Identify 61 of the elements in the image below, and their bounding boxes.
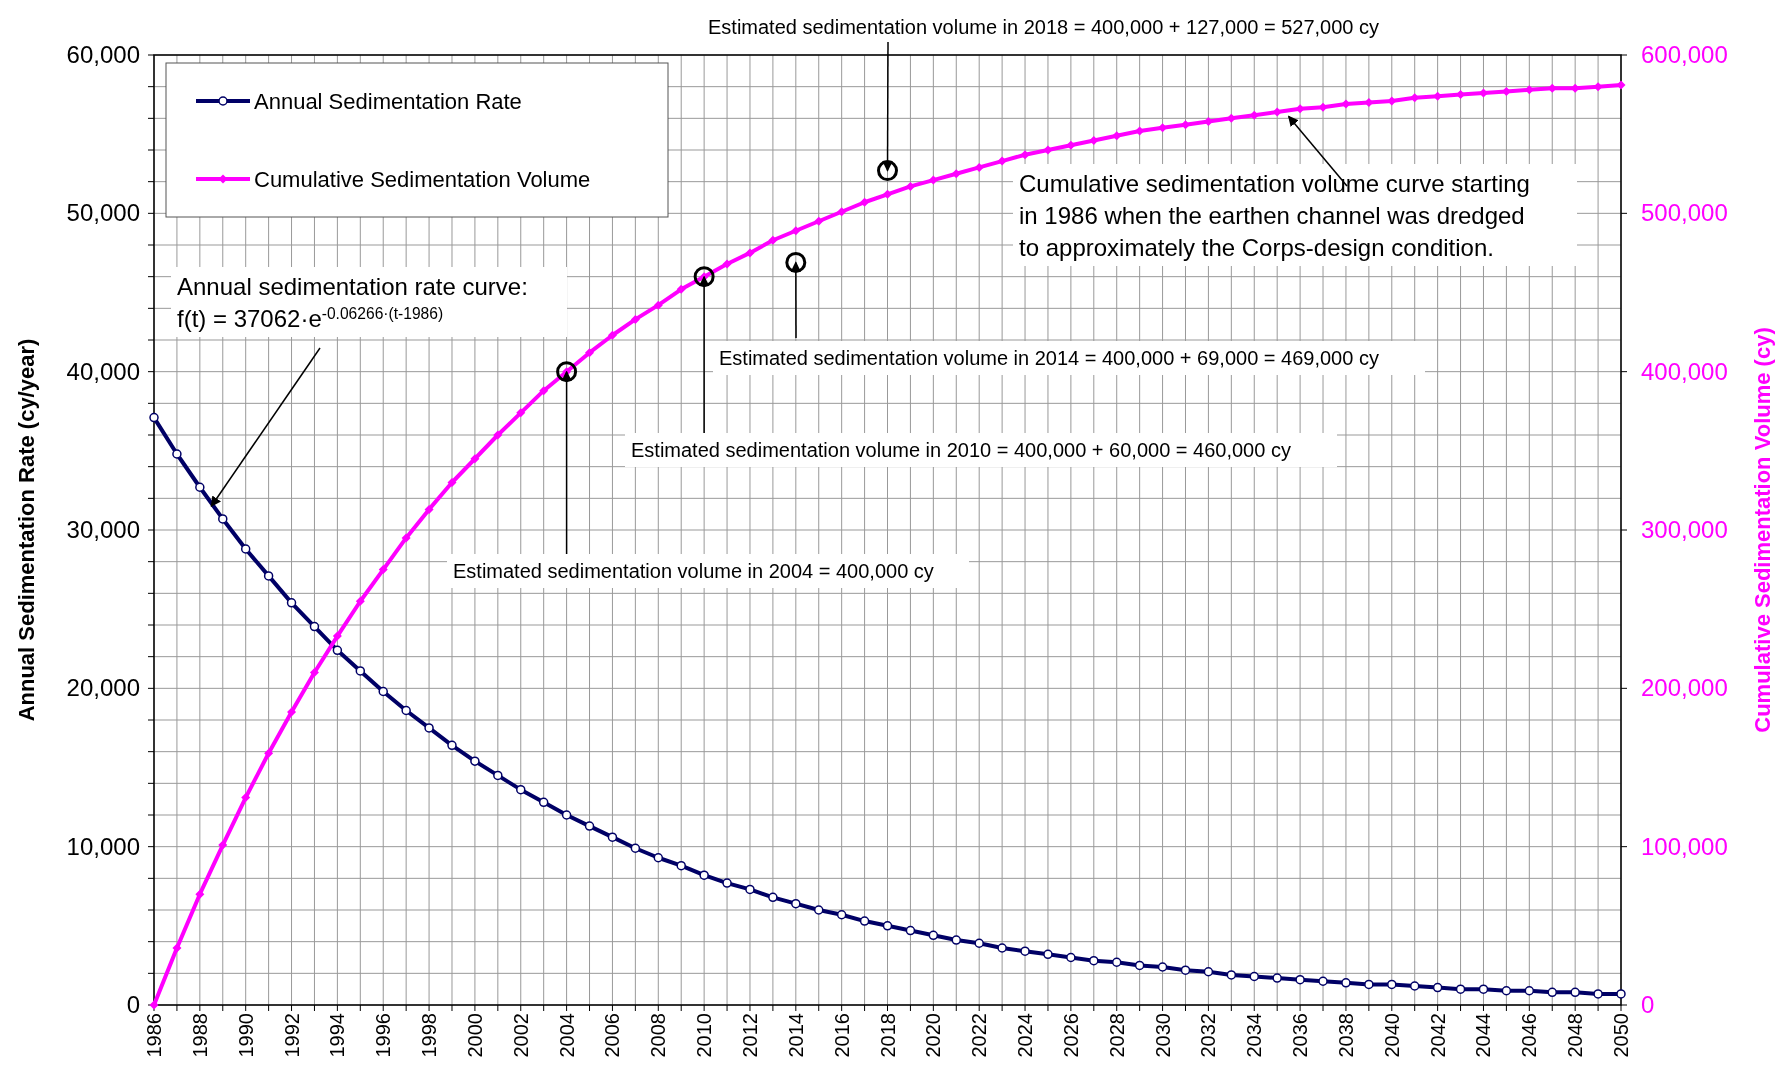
x-tick-label: 2012 <box>738 1013 761 1058</box>
annotation: Cumulative sedimentation volume curve starting in 1986 when the earthen channel was dredged to approximately the Corps-design condition. <box>1019 170 1530 261</box>
x-tick-label: 2000 <box>463 1013 486 1058</box>
point <box>556 361 578 383</box>
point <box>877 160 898 182</box>
annotation: Annual sedimentation rate curve: f(t) = 37062·e$^{-0.06266·(t-1986)}$ <box>177 273 528 332</box>
x-tick-label: 2002 <box>509 1013 532 1058</box>
y-axis-title: Annual Sedimentation Rate (cy/year) <box>14 338 39 722</box>
x-tick-label: 1998 <box>418 1013 441 1058</box>
x-tick-label: 2026 <box>1059 1013 1082 1058</box>
y2-tick-label: 400,000 <box>1641 357 1728 385</box>
x-tick-label: 1988 <box>188 1013 211 1058</box>
x-tick-label: 2020 <box>922 1013 945 1058</box>
x-tick-label: 2050 <box>1610 1013 1632 1058</box>
y-tick-label: 0 <box>126 991 140 1018</box>
annotation: Estimated sedimentation volume in 2014 = 400,000 + 69,000 = 469,000 cy <box>719 347 1379 369</box>
y2-tick-label: 200,000 <box>1641 674 1728 702</box>
point <box>785 251 807 273</box>
y-tick-label: 60,000 <box>66 41 140 68</box>
x-tick-label: 2032 <box>1197 1013 1220 1058</box>
legend-label: Cumulative Sedimentation Volume <box>254 167 591 192</box>
x-tick-label: 2036 <box>1289 1013 1312 1058</box>
x-tick-label: 2028 <box>1105 1013 1128 1058</box>
y-tick-label: 10,000 <box>66 832 140 860</box>
x-tick-label: 2046 <box>1518 1013 1541 1058</box>
x-tick-label: 2018 <box>876 1013 899 1058</box>
x-tick-label: 2034 <box>1243 1013 1266 1058</box>
y-tick-label: 20,000 <box>66 674 140 702</box>
x-tick-label: 2030 <box>1151 1013 1174 1058</box>
x-tick-label: 2038 <box>1334 1013 1357 1058</box>
x-tick-label: 2004 <box>555 1013 578 1058</box>
x-tick-label: 1986 <box>143 1013 165 1058</box>
x-tick-label: 2008 <box>647 1013 670 1058</box>
y2-tick-label: 600,000 <box>1641 41 1728 68</box>
x-tick-label: 2010 <box>693 1013 716 1058</box>
x-tick-label: 2014 <box>784 1013 807 1058</box>
x-tick-label: 2024 <box>1014 1013 1037 1058</box>
x-tick-label: 2022 <box>968 1013 991 1058</box>
y-tick-label: 30,000 <box>66 516 140 543</box>
x-tick-label: 2042 <box>1426 1013 1449 1058</box>
annotation: Estimated sedimentation volume in 2004 = 400,000 cy <box>453 560 934 582</box>
annotation: Estimated sedimentation volume in 2010 = 400,000 + 60,000 = 460,000 cy <box>631 439 1291 461</box>
y2-tick-label: 0 <box>1641 991 1655 1018</box>
y-tick-label: 50,000 <box>66 199 140 227</box>
x-tick-label: 1994 <box>326 1013 349 1058</box>
y-tick-label: 40,000 <box>66 357 140 385</box>
x-tick-label: 1990 <box>234 1013 257 1058</box>
y2-tick-label: 300,000 <box>1641 516 1728 543</box>
annotation: Estimated sedimentation volume in 2018 = 400,000 + 127,000 = 527,000 cy <box>708 16 1380 38</box>
point <box>693 266 715 288</box>
x-tick-label: 2044 <box>1472 1013 1495 1058</box>
y2-tick-label: 500,000 <box>1641 199 1728 227</box>
legend-label: Annual Sedimentation Rate <box>254 89 522 114</box>
x-tick-label: 2006 <box>601 1013 624 1058</box>
y2-tick-label: 100,000 <box>1641 832 1728 860</box>
x-tick-label: 1996 <box>372 1013 395 1058</box>
x-tick-label: 1992 <box>280 1013 303 1058</box>
y2-axis-title: Cumulative Sedimentation Volume (cy) <box>1750 327 1775 733</box>
x-tick-label: 2048 <box>1564 1013 1587 1058</box>
x-tick-label: 2040 <box>1380 1013 1403 1058</box>
x-tick-label: 2016 <box>830 1013 853 1058</box>
